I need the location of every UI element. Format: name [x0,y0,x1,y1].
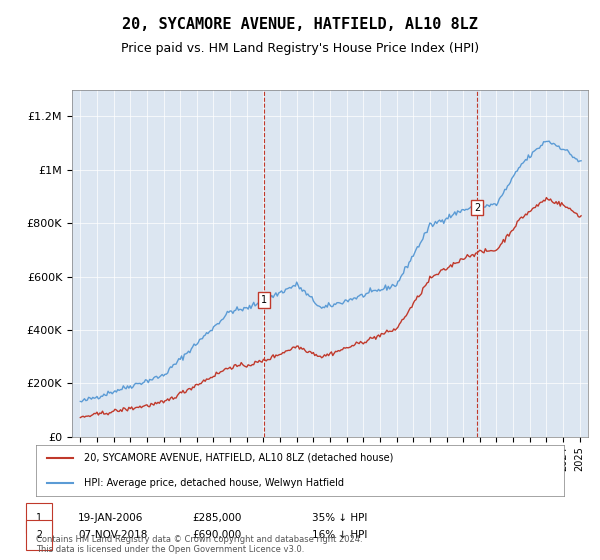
Text: £285,000: £285,000 [192,513,241,523]
Text: 07-NOV-2018: 07-NOV-2018 [78,530,148,540]
Text: 1: 1 [36,513,42,523]
Text: Contains HM Land Registry data © Crown copyright and database right 2024.
This d: Contains HM Land Registry data © Crown c… [36,535,362,554]
Text: 35% ↓ HPI: 35% ↓ HPI [312,513,367,523]
Text: 19-JAN-2006: 19-JAN-2006 [78,513,143,523]
Text: 20, SYCAMORE AVENUE, HATFIELD, AL10 8LZ: 20, SYCAMORE AVENUE, HATFIELD, AL10 8LZ [122,17,478,32]
Text: £690,000: £690,000 [192,530,241,540]
Text: 2: 2 [36,530,42,540]
Text: 1: 1 [261,295,268,305]
Text: Price paid vs. HM Land Registry's House Price Index (HPI): Price paid vs. HM Land Registry's House … [121,42,479,55]
Text: 16% ↓ HPI: 16% ↓ HPI [312,530,367,540]
Text: HPI: Average price, detached house, Welwyn Hatfield: HPI: Average price, detached house, Welw… [83,478,344,488]
Text: 20, SYCAMORE AVENUE, HATFIELD, AL10 8LZ (detached house): 20, SYCAMORE AVENUE, HATFIELD, AL10 8LZ … [83,453,393,463]
Text: 2: 2 [474,203,481,212]
